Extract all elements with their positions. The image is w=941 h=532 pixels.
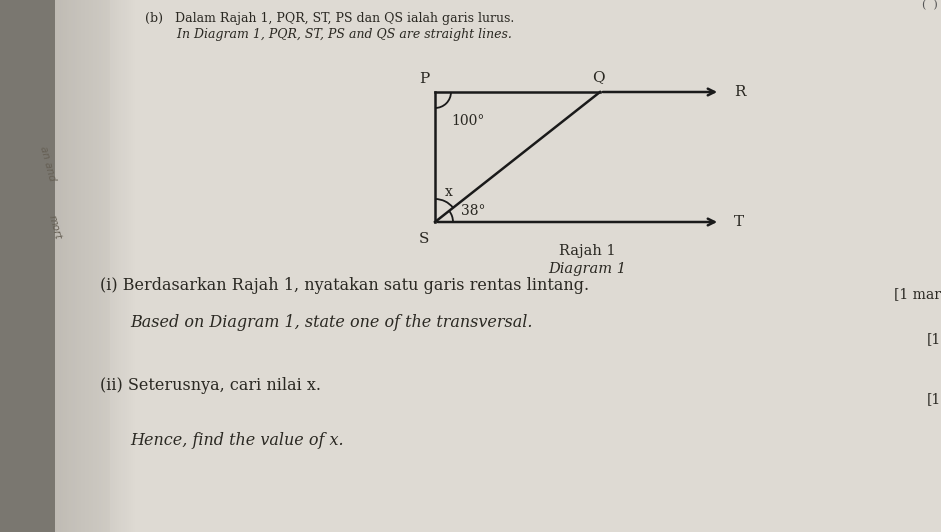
Polygon shape [79, 0, 81, 532]
Polygon shape [123, 0, 125, 532]
Text: S: S [419, 232, 429, 246]
Text: [1: [1 [927, 392, 941, 406]
Polygon shape [119, 0, 121, 532]
Polygon shape [77, 0, 79, 532]
Polygon shape [115, 0, 117, 532]
Polygon shape [57, 0, 59, 532]
Polygon shape [97, 0, 99, 532]
Text: 38°: 38° [461, 204, 486, 218]
Text: In Diagram 1, PQR, ST, PS and QS are straight lines.: In Diagram 1, PQR, ST, PS and QS are str… [145, 28, 512, 41]
Polygon shape [113, 0, 115, 532]
Text: Rajah 1: Rajah 1 [559, 244, 615, 258]
Polygon shape [121, 0, 123, 532]
Text: R: R [734, 85, 745, 99]
Text: (ii) Seterusnya, cari nilai x.: (ii) Seterusnya, cari nilai x. [100, 377, 321, 394]
Polygon shape [83, 0, 85, 532]
Polygon shape [81, 0, 83, 532]
Polygon shape [73, 0, 75, 532]
Polygon shape [85, 0, 87, 532]
Polygon shape [61, 0, 63, 532]
Polygon shape [95, 0, 97, 532]
Text: Diagram 1: Diagram 1 [549, 262, 627, 276]
Polygon shape [55, 0, 57, 532]
Text: P: P [419, 72, 429, 86]
Polygon shape [91, 0, 93, 532]
Polygon shape [105, 0, 107, 532]
Text: 100°: 100° [451, 114, 485, 128]
Polygon shape [65, 0, 67, 532]
Polygon shape [103, 0, 105, 532]
Polygon shape [101, 0, 103, 532]
Polygon shape [55, 0, 110, 532]
Text: [1: [1 [927, 332, 941, 346]
Polygon shape [55, 0, 941, 532]
Polygon shape [109, 0, 111, 532]
Text: [1 mar: [1 mar [894, 287, 941, 301]
Text: (i) Berdasarkan Rajah 1, nyatakan satu garis rentas lintang.: (i) Berdasarkan Rajah 1, nyatakan satu g… [100, 277, 589, 294]
Polygon shape [71, 0, 73, 532]
Polygon shape [63, 0, 65, 532]
Text: T: T [734, 215, 744, 229]
Text: (b)   Dalam Rajah 1, PQR, ST, PS dan QS ialah garis lurus.: (b) Dalam Rajah 1, PQR, ST, PS dan QS ia… [145, 12, 514, 25]
Polygon shape [59, 0, 61, 532]
Text: (  ): ( ) [922, 0, 938, 10]
Polygon shape [67, 0, 69, 532]
Polygon shape [117, 0, 119, 532]
Polygon shape [99, 0, 101, 532]
Polygon shape [125, 0, 127, 532]
Text: x: x [445, 185, 453, 199]
Polygon shape [75, 0, 77, 532]
Text: Based on Diagram 1, state one of the transversal.: Based on Diagram 1, state one of the tra… [130, 314, 533, 331]
Text: Q: Q [592, 70, 604, 84]
Text: Hence, find the value of x.: Hence, find the value of x. [130, 432, 343, 449]
Text: mort: mort [47, 214, 63, 240]
Polygon shape [107, 0, 109, 532]
Polygon shape [87, 0, 89, 532]
Polygon shape [111, 0, 113, 532]
Polygon shape [89, 0, 91, 532]
Polygon shape [0, 0, 55, 532]
Polygon shape [69, 0, 71, 532]
Text: an and: an and [39, 145, 57, 182]
Polygon shape [93, 0, 95, 532]
